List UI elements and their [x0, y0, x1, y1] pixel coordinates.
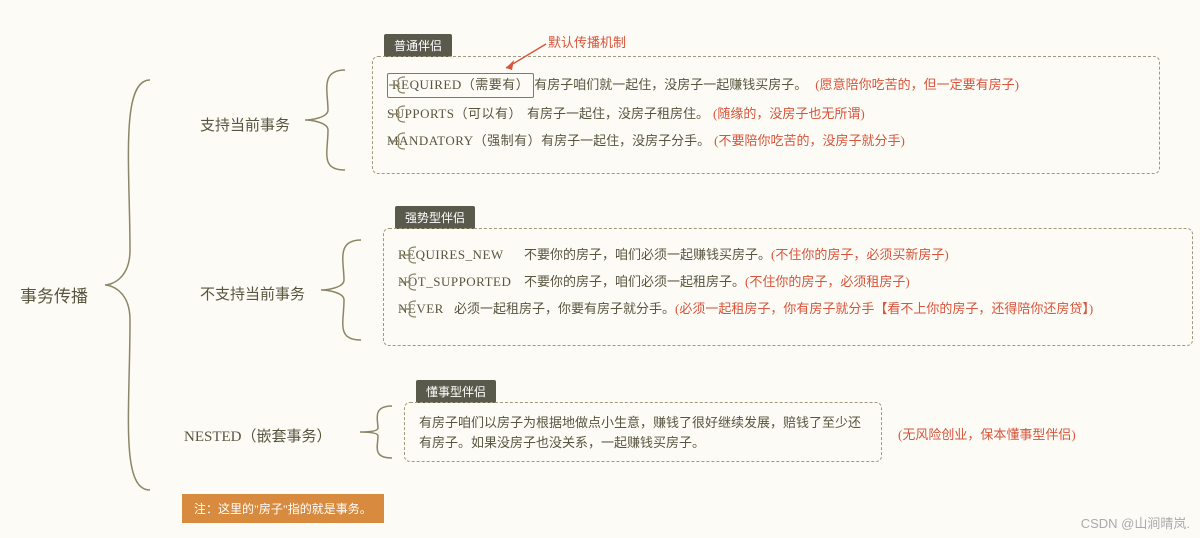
tag-0: 普通伴侣: [384, 34, 452, 57]
mid-label-2: NESTED（嵌套事务）: [184, 425, 332, 446]
red-note: (不住你的房子，必须买新房子): [771, 245, 949, 266]
item-brace: [387, 131, 411, 151]
mid-label-0: 支持当前事务: [200, 114, 290, 135]
mid-brace-0: [300, 62, 355, 178]
tag-1: 强势型伴侣: [395, 206, 475, 229]
mid-brace-2: [356, 400, 402, 464]
callout-label: 默认传播机制: [548, 32, 626, 51]
nested-desc: 有房子咱们以房子为根据地做点小生意，赚钱了很好继续发展，赔钱了至少还有房子。如果…: [419, 415, 861, 450]
desc: 不要你的房子，咱们必须一起赚钱买房子。: [524, 245, 771, 266]
group-box-0: REQUIRED（需要有） 有房子咱们就一起住，没房子一起赚钱买房子。 (愿意陪…: [372, 56, 1160, 174]
tag-2: 懂事型伴侣: [416, 380, 496, 403]
mid-label-1: 不支持当前事务: [200, 283, 305, 304]
item-brace: [387, 104, 411, 124]
callout-arrow: [500, 42, 550, 74]
red-note: (不住你的房子，必须租房子): [745, 272, 910, 293]
desc: 有房子一起住，没房子租房住。: [527, 104, 709, 125]
red-note: (必须一起租房子，你有房子就分手【看不上你的房子，还得陪你还房贷】): [675, 299, 1093, 320]
item-row: MANDATORY（强制有） 有房子一起住，没房子分手。 (不要陪你吃苦的，没房…: [387, 131, 1145, 152]
group-box-2: 有房子咱们以房子为根据地做点小生意，赚钱了很好继续发展，赔钱了至少还有房子。如果…: [404, 402, 882, 462]
group-box-1: REQUIRES_NEW 不要你的房子，咱们必须一起赚钱买房子。 (不住你的房子…: [383, 228, 1193, 346]
item-row: REQUIRED（需要有） 有房子咱们就一起住，没房子一起赚钱买房子。 (愿意陪…: [387, 73, 1145, 98]
red-note: (愿意陪你吃苦的，但一定要有房子): [815, 75, 1019, 96]
desc: 有房子咱们就一起住，没房子一起赚钱买房子。: [534, 75, 807, 96]
item-row: NOT_SUPPORTED 不要你的房子，咱们必须一起租房子。 (不住你的房子，…: [398, 272, 1178, 293]
item-row: NEVER 必须一起租房子，你要有房子就分手。 (必须一起租房子，你有房子就分手…: [398, 299, 1178, 320]
desc: 不要你的房子，咱们必须一起租房子。: [524, 272, 745, 293]
root-brace: [100, 70, 160, 500]
item-brace: [387, 75, 411, 95]
desc: 有房子一起住，没房子分手。: [541, 131, 710, 152]
nested-red: (无风险创业，保本懂事型伴侣): [898, 424, 1076, 443]
mid-brace-1: [316, 232, 371, 348]
item-row: REQUIRES_NEW 不要你的房子，咱们必须一起赚钱买房子。 (不住你的房子…: [398, 245, 1178, 266]
footer-note: 注：这里的"房子"指的就是事务。: [182, 494, 384, 523]
item-brace: [398, 272, 422, 292]
item-brace: [398, 299, 422, 319]
watermark: CSDN @山涧晴岚.: [1081, 513, 1190, 532]
root-label: 事务传播: [20, 282, 88, 307]
item-row: SUPPORTS（可以有） 有房子一起住，没房子租房住。 (随缘的，没房子也无所…: [387, 104, 1145, 125]
item-brace: [398, 245, 422, 265]
red-note: (随缘的，没房子也无所谓): [713, 104, 865, 125]
red-note: (不要陪你吃苦的，没房子就分手): [714, 131, 905, 152]
desc: 必须一起租房子，你要有房子就分手。: [454, 299, 675, 320]
